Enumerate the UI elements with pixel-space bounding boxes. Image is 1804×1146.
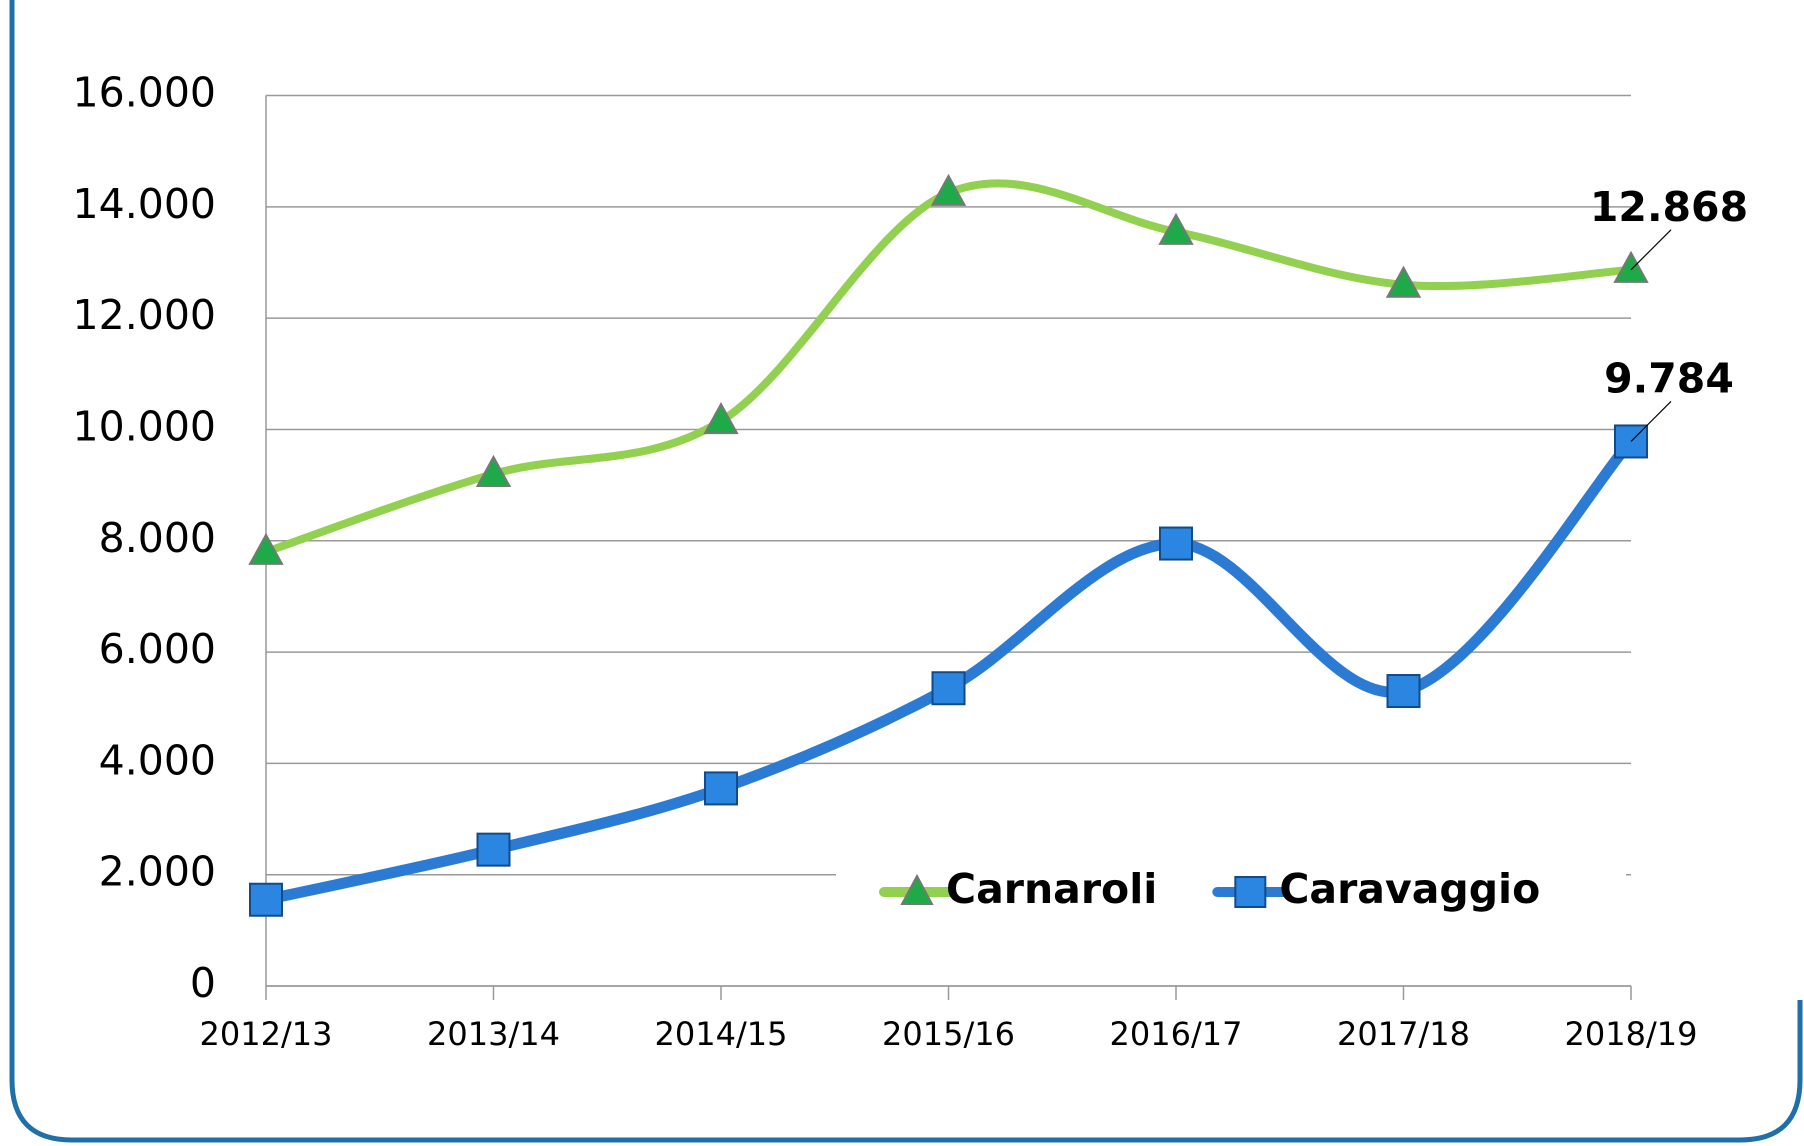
marker bbox=[1159, 526, 1193, 561]
x-tick-label: 2017/18 bbox=[1337, 1015, 1470, 1053]
y-tick-label: 0 bbox=[190, 959, 216, 1007]
legend-box bbox=[836, 858, 1626, 968]
legend: Carnaroli Caravaggio bbox=[836, 858, 1626, 968]
legend-marker bbox=[900, 873, 934, 905]
marker bbox=[475, 454, 512, 487]
y-tick-label: 8.000 bbox=[99, 514, 216, 562]
marker bbox=[248, 532, 284, 565]
series-line bbox=[262, 179, 1635, 556]
leader-line bbox=[1630, 401, 1672, 442]
marker bbox=[930, 173, 967, 206]
marker bbox=[704, 771, 738, 806]
legend-label: Carnaroli bbox=[946, 865, 1157, 913]
marker bbox=[476, 832, 511, 867]
x-tick-label: 2016/17 bbox=[1110, 1015, 1243, 1053]
y-tick-label: 4.000 bbox=[99, 736, 216, 784]
marker bbox=[1613, 250, 1649, 283]
legend-marker bbox=[1234, 876, 1267, 908]
value-label: 12.868 bbox=[1590, 183, 1748, 231]
marker bbox=[703, 402, 739, 435]
frame bbox=[9, 0, 1803, 1143]
leader-line bbox=[1630, 229, 1672, 271]
marker bbox=[1385, 265, 1422, 298]
x-tick-label: 2015/16 bbox=[882, 1015, 1015, 1053]
marker bbox=[1158, 212, 1194, 245]
y-tick-label: 14.000 bbox=[73, 180, 216, 228]
marker bbox=[249, 882, 283, 917]
x-tick-label: 2013/14 bbox=[427, 1015, 560, 1053]
y-tick-label: 2.000 bbox=[99, 848, 216, 896]
x-tick-label: 2018/19 bbox=[1565, 1015, 1698, 1053]
legend-label: Caravaggio bbox=[1279, 865, 1540, 913]
x-tick-label: 2012/13 bbox=[200, 1015, 333, 1053]
y-tick-label: 16.000 bbox=[73, 69, 216, 117]
y-tick-label: 12.000 bbox=[73, 291, 216, 339]
marker bbox=[1386, 674, 1421, 709]
x-tick-label: 2014/15 bbox=[655, 1015, 788, 1053]
series-line bbox=[260, 435, 1637, 906]
marker bbox=[931, 671, 966, 706]
y-tick-label: 6.000 bbox=[99, 625, 216, 673]
value-label: 9.784 bbox=[1604, 354, 1734, 402]
y-tick-label: 10.000 bbox=[73, 402, 216, 450]
